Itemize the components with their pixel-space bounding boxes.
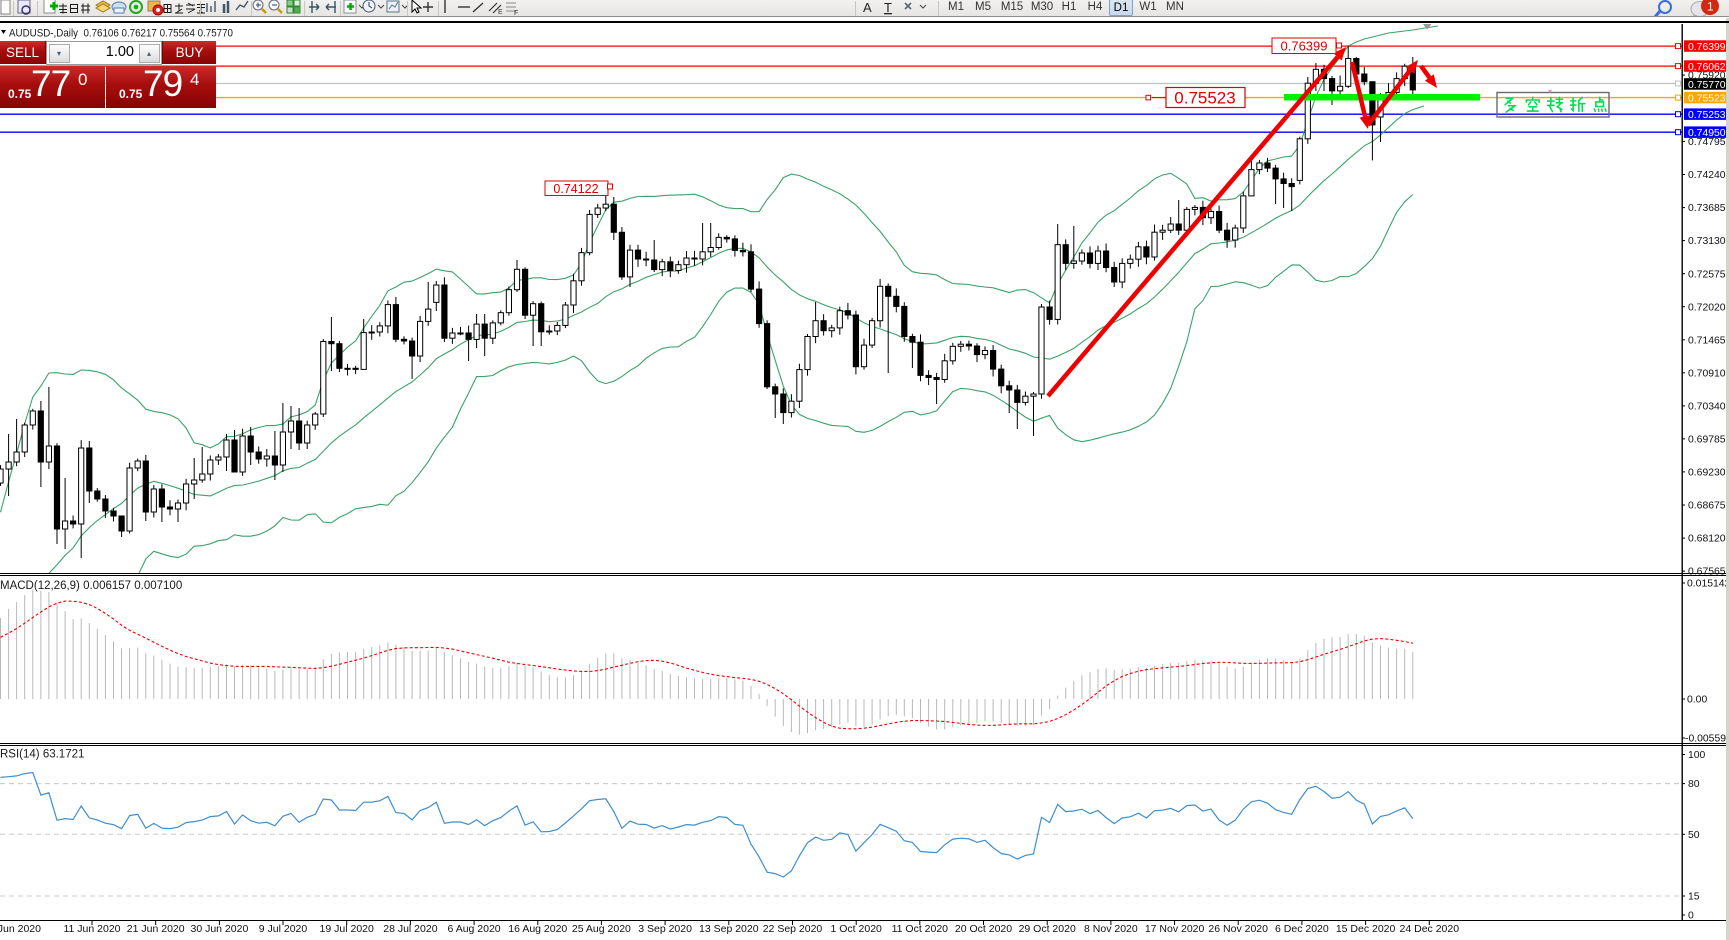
- svg-text:20 Oct 2020: 20 Oct 2020: [955, 923, 1012, 935]
- svg-text:0.74240: 0.74240: [1688, 170, 1726, 181]
- svg-text:0.68675: 0.68675: [1688, 501, 1726, 512]
- svg-text:0.75523: 0.75523: [1174, 89, 1235, 108]
- svg-text:0.69230: 0.69230: [1688, 468, 1726, 479]
- svg-text:0.67565: 0.67565: [1688, 567, 1726, 578]
- svg-text:11 Jun 2020: 11 Jun 2020: [63, 923, 120, 935]
- svg-text:50: 50: [1688, 830, 1700, 841]
- svg-text:29 Oct 2020: 29 Oct 2020: [1019, 923, 1076, 935]
- svg-text:30 Jun 2020: 30 Jun 2020: [190, 923, 248, 935]
- svg-text:13 Sep 2020: 13 Sep 2020: [699, 923, 759, 935]
- svg-text:0.75920: 0.75920: [1688, 71, 1726, 82]
- svg-text:0.75253: 0.75253: [1688, 110, 1726, 121]
- svg-text:0.72575: 0.72575: [1688, 269, 1726, 280]
- svg-text:26 Nov 2020: 26 Nov 2020: [1208, 923, 1268, 935]
- svg-text:15 Dec 2020: 15 Dec 2020: [1336, 923, 1396, 935]
- svg-text:0.74950: 0.74950: [1688, 128, 1726, 139]
- svg-text:19 Jul 2020: 19 Jul 2020: [320, 923, 374, 935]
- svg-text:E: E: [498, 9, 503, 16]
- svg-text:0.76062: 0.76062: [1688, 62, 1726, 73]
- svg-text:0.71465: 0.71465: [1688, 335, 1726, 346]
- svg-text:0.00: 0.00: [1687, 695, 1707, 706]
- svg-text:0.73685: 0.73685: [1688, 203, 1726, 214]
- svg-text:F: F: [514, 10, 518, 17]
- svg-text:MACD(12,26,9) 0.006157 0.00710: MACD(12,26,9) 0.006157 0.007100: [0, 580, 182, 592]
- svg-text:A: A: [863, 0, 872, 15]
- svg-text:0.70340: 0.70340: [1688, 402, 1726, 413]
- svg-text:0.76399: 0.76399: [1281, 39, 1328, 54]
- svg-text:1 Oct 2020: 1 Oct 2020: [831, 923, 883, 935]
- svg-text:6 Aug 2020: 6 Aug 2020: [448, 923, 501, 935]
- svg-text:17 Nov 2020: 17 Nov 2020: [1145, 923, 1205, 935]
- svg-text:0.70910: 0.70910: [1688, 368, 1726, 379]
- svg-text:16 Aug 2020: 16 Aug 2020: [508, 923, 567, 935]
- svg-text:22 Sep 2020: 22 Sep 2020: [763, 923, 823, 935]
- svg-text:0.72020: 0.72020: [1688, 302, 1726, 313]
- svg-text:100: 100: [1688, 750, 1706, 761]
- svg-text:0: 0: [1688, 911, 1694, 922]
- svg-text:80: 80: [1688, 779, 1700, 790]
- svg-text:8 Nov 2020: 8 Nov 2020: [1084, 923, 1138, 935]
- svg-text:AUDUSD-,Daily 0.76106 0.76217: AUDUSD-,Daily 0.76106 0.76217 0.75564 0.…: [9, 28, 233, 40]
- svg-text:0.69785: 0.69785: [1688, 435, 1726, 446]
- svg-text:25 Aug 2020: 25 Aug 2020: [572, 923, 631, 935]
- svg-text:1: 1: [1707, 0, 1714, 14]
- svg-text:T: T: [884, 0, 892, 15]
- svg-text:0.74795: 0.74795: [1688, 137, 1726, 148]
- svg-text:3 Sep 2020: 3 Sep 2020: [638, 923, 692, 935]
- svg-text:21 Jun 2020: 21 Jun 2020: [127, 923, 185, 935]
- svg-text:0.75523: 0.75523: [1688, 94, 1726, 105]
- svg-text:-0.005595: -0.005595: [1685, 734, 1729, 745]
- svg-text:0.68120: 0.68120: [1688, 534, 1726, 545]
- svg-text:11 Oct 2020: 11 Oct 2020: [892, 923, 949, 935]
- svg-text:0.015142: 0.015142: [1687, 579, 1729, 590]
- svg-text:RSI(14) 63.1721: RSI(14) 63.1721: [0, 749, 84, 761]
- svg-text:0.76399: 0.76399: [1688, 42, 1726, 53]
- svg-text:24 Dec 2020: 24 Dec 2020: [1400, 923, 1460, 935]
- svg-text:0.75770: 0.75770: [1688, 80, 1726, 91]
- svg-text:0.73130: 0.73130: [1688, 236, 1726, 247]
- svg-text:28 Jul 2020: 28 Jul 2020: [383, 923, 437, 935]
- svg-text:0.74122: 0.74122: [553, 182, 598, 196]
- svg-text:9 Jul 2020: 9 Jul 2020: [259, 923, 308, 935]
- svg-text:9 Jun 2020: 9 Jun 2020: [0, 923, 41, 935]
- svg-text:6 Dec 2020: 6 Dec 2020: [1275, 923, 1329, 935]
- svg-text:15: 15: [1688, 892, 1700, 903]
